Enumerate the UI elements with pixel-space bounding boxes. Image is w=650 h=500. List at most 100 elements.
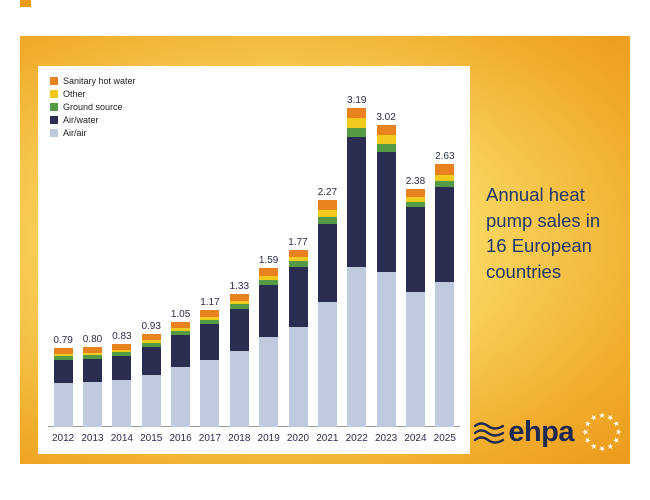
ehpa-logo: ehpa ★ ★ ★ ★ ★ ★ ★ ★ ★ ★ ★ ★ bbox=[473, 411, 623, 453]
bar-segment bbox=[288, 257, 308, 261]
x-axis-tick-label: 2022 bbox=[345, 433, 368, 444]
x-axis-tick-label: 2018 bbox=[228, 433, 251, 444]
bar-segment bbox=[229, 304, 249, 309]
bar-segment bbox=[376, 144, 396, 152]
legend-item: Air/air bbox=[50, 128, 136, 138]
bar-group-2016: 1.05 2016 bbox=[169, 309, 191, 448]
bar-segment bbox=[288, 261, 308, 267]
legend-label: Air/air bbox=[63, 128, 87, 138]
bar-value-label: 0.93 bbox=[141, 321, 161, 332]
x-axis-line bbox=[48, 426, 460, 427]
bar-value-label: 1.77 bbox=[288, 237, 308, 248]
star-icon: ★ bbox=[598, 411, 606, 420]
legend-item: Air/water bbox=[50, 115, 136, 125]
bar-group-2022: 3.19 2022 bbox=[346, 95, 368, 448]
bar-segment bbox=[317, 217, 337, 224]
bar-segment bbox=[347, 128, 367, 137]
bar-segment bbox=[317, 302, 337, 427]
bar-stack bbox=[317, 200, 337, 427]
bar-segment bbox=[171, 367, 191, 427]
bar-segment bbox=[112, 350, 132, 352]
x-axis-tick-label: 2017 bbox=[198, 433, 222, 444]
legend-swatch-icon bbox=[50, 90, 58, 98]
bar-segment bbox=[405, 189, 425, 197]
bar-segment bbox=[405, 202, 425, 207]
legend-label: Sanitary hot water bbox=[63, 76, 136, 86]
bar-stack bbox=[259, 268, 279, 427]
gradient-card: Sanitary hot water Other Ground source Air/… bbox=[20, 36, 630, 464]
bar-value-label: 2.27 bbox=[317, 187, 338, 198]
bar-segment bbox=[259, 337, 279, 427]
bar-segment bbox=[53, 354, 73, 356]
bar-group-2021: 2.27 2021 bbox=[316, 187, 338, 448]
bar-segment bbox=[141, 375, 161, 427]
x-axis-tick-label: 2025 bbox=[433, 433, 456, 444]
x-axis-tick-label: 2013 bbox=[81, 433, 104, 444]
bar-value-label: 2.38 bbox=[405, 176, 426, 187]
bar-stack bbox=[53, 348, 73, 427]
bar-segment bbox=[53, 383, 73, 427]
bar-segment bbox=[82, 347, 102, 353]
bar-segment bbox=[171, 335, 191, 367]
bar-segment bbox=[171, 322, 191, 328]
bar-segment bbox=[347, 267, 367, 427]
legend-item: Ground source bbox=[50, 102, 136, 112]
bar-segment bbox=[435, 164, 455, 175]
bar-segment bbox=[347, 118, 367, 128]
bar-segment bbox=[112, 380, 132, 427]
bar-segment bbox=[53, 360, 73, 383]
bar-segment bbox=[376, 125, 396, 135]
waves-icon bbox=[474, 422, 505, 444]
bar-stack bbox=[200, 310, 220, 427]
bar-value-label: 0.79 bbox=[53, 335, 73, 346]
bar-value-label: 3.19 bbox=[346, 95, 367, 106]
bar-group-2018: 1.33 2018 bbox=[228, 281, 250, 448]
bar-segment bbox=[82, 382, 102, 427]
bar-group-2013: 0.80 2013 bbox=[81, 334, 103, 448]
bar-segment bbox=[112, 344, 132, 350]
bar-segment bbox=[229, 351, 249, 427]
bar-segment bbox=[259, 285, 279, 337]
bar-segment bbox=[347, 108, 367, 118]
legend-swatch-icon bbox=[50, 103, 58, 111]
bar-segment bbox=[376, 135, 396, 144]
bar-segment bbox=[200, 310, 220, 317]
bar-stack bbox=[347, 108, 367, 427]
chart-bars: 0.79 2012 0.80 2013 0.83 2014 0.93 2015 1.05 2016… bbox=[52, 95, 456, 448]
bar-segment bbox=[317, 210, 337, 217]
bar-segment bbox=[229, 294, 249, 301]
bar-segment bbox=[229, 301, 249, 304]
x-axis-tick-label: 2020 bbox=[286, 433, 310, 444]
bar-segment bbox=[200, 320, 220, 324]
legend-swatch-icon bbox=[50, 77, 58, 85]
bar-segment bbox=[53, 348, 73, 354]
x-axis-tick-label: 2019 bbox=[257, 433, 280, 444]
bar-segment bbox=[112, 356, 132, 380]
bar-group-2017: 1.17 2017 bbox=[199, 297, 221, 448]
legend-label: Air/water bbox=[63, 115, 99, 125]
chart-legend: Sanitary hot water Other Ground source Air/… bbox=[50, 76, 136, 138]
legend-label: Ground source bbox=[63, 102, 123, 112]
legend-item: Other bbox=[50, 89, 136, 99]
bar-stack bbox=[141, 334, 161, 427]
bar-segment bbox=[435, 187, 455, 282]
x-axis-tick-label: 2016 bbox=[169, 433, 192, 444]
x-axis-tick-label: 2023 bbox=[374, 433, 398, 444]
legend-label: Other bbox=[63, 89, 86, 99]
bar-segment bbox=[376, 152, 396, 272]
bar-segment bbox=[435, 175, 455, 181]
bar-segment bbox=[200, 360, 220, 427]
bar-segment bbox=[435, 181, 455, 187]
bar-segment bbox=[82, 355, 102, 359]
bar-segment bbox=[200, 317, 220, 320]
x-axis-tick-label: 2014 bbox=[110, 433, 133, 444]
bar-segment bbox=[200, 324, 220, 360]
legend-swatch-icon bbox=[50, 116, 58, 124]
bar-segment bbox=[288, 267, 308, 327]
chart-caption: Annual heat pump sales in 16 European co… bbox=[486, 184, 601, 282]
bar-value-label: 1.59 bbox=[258, 255, 279, 266]
bar-group-2019: 1.59 2019 bbox=[258, 255, 280, 448]
bar-group-2024: 2.38 2024 bbox=[404, 176, 426, 448]
bar-segment bbox=[141, 343, 161, 347]
